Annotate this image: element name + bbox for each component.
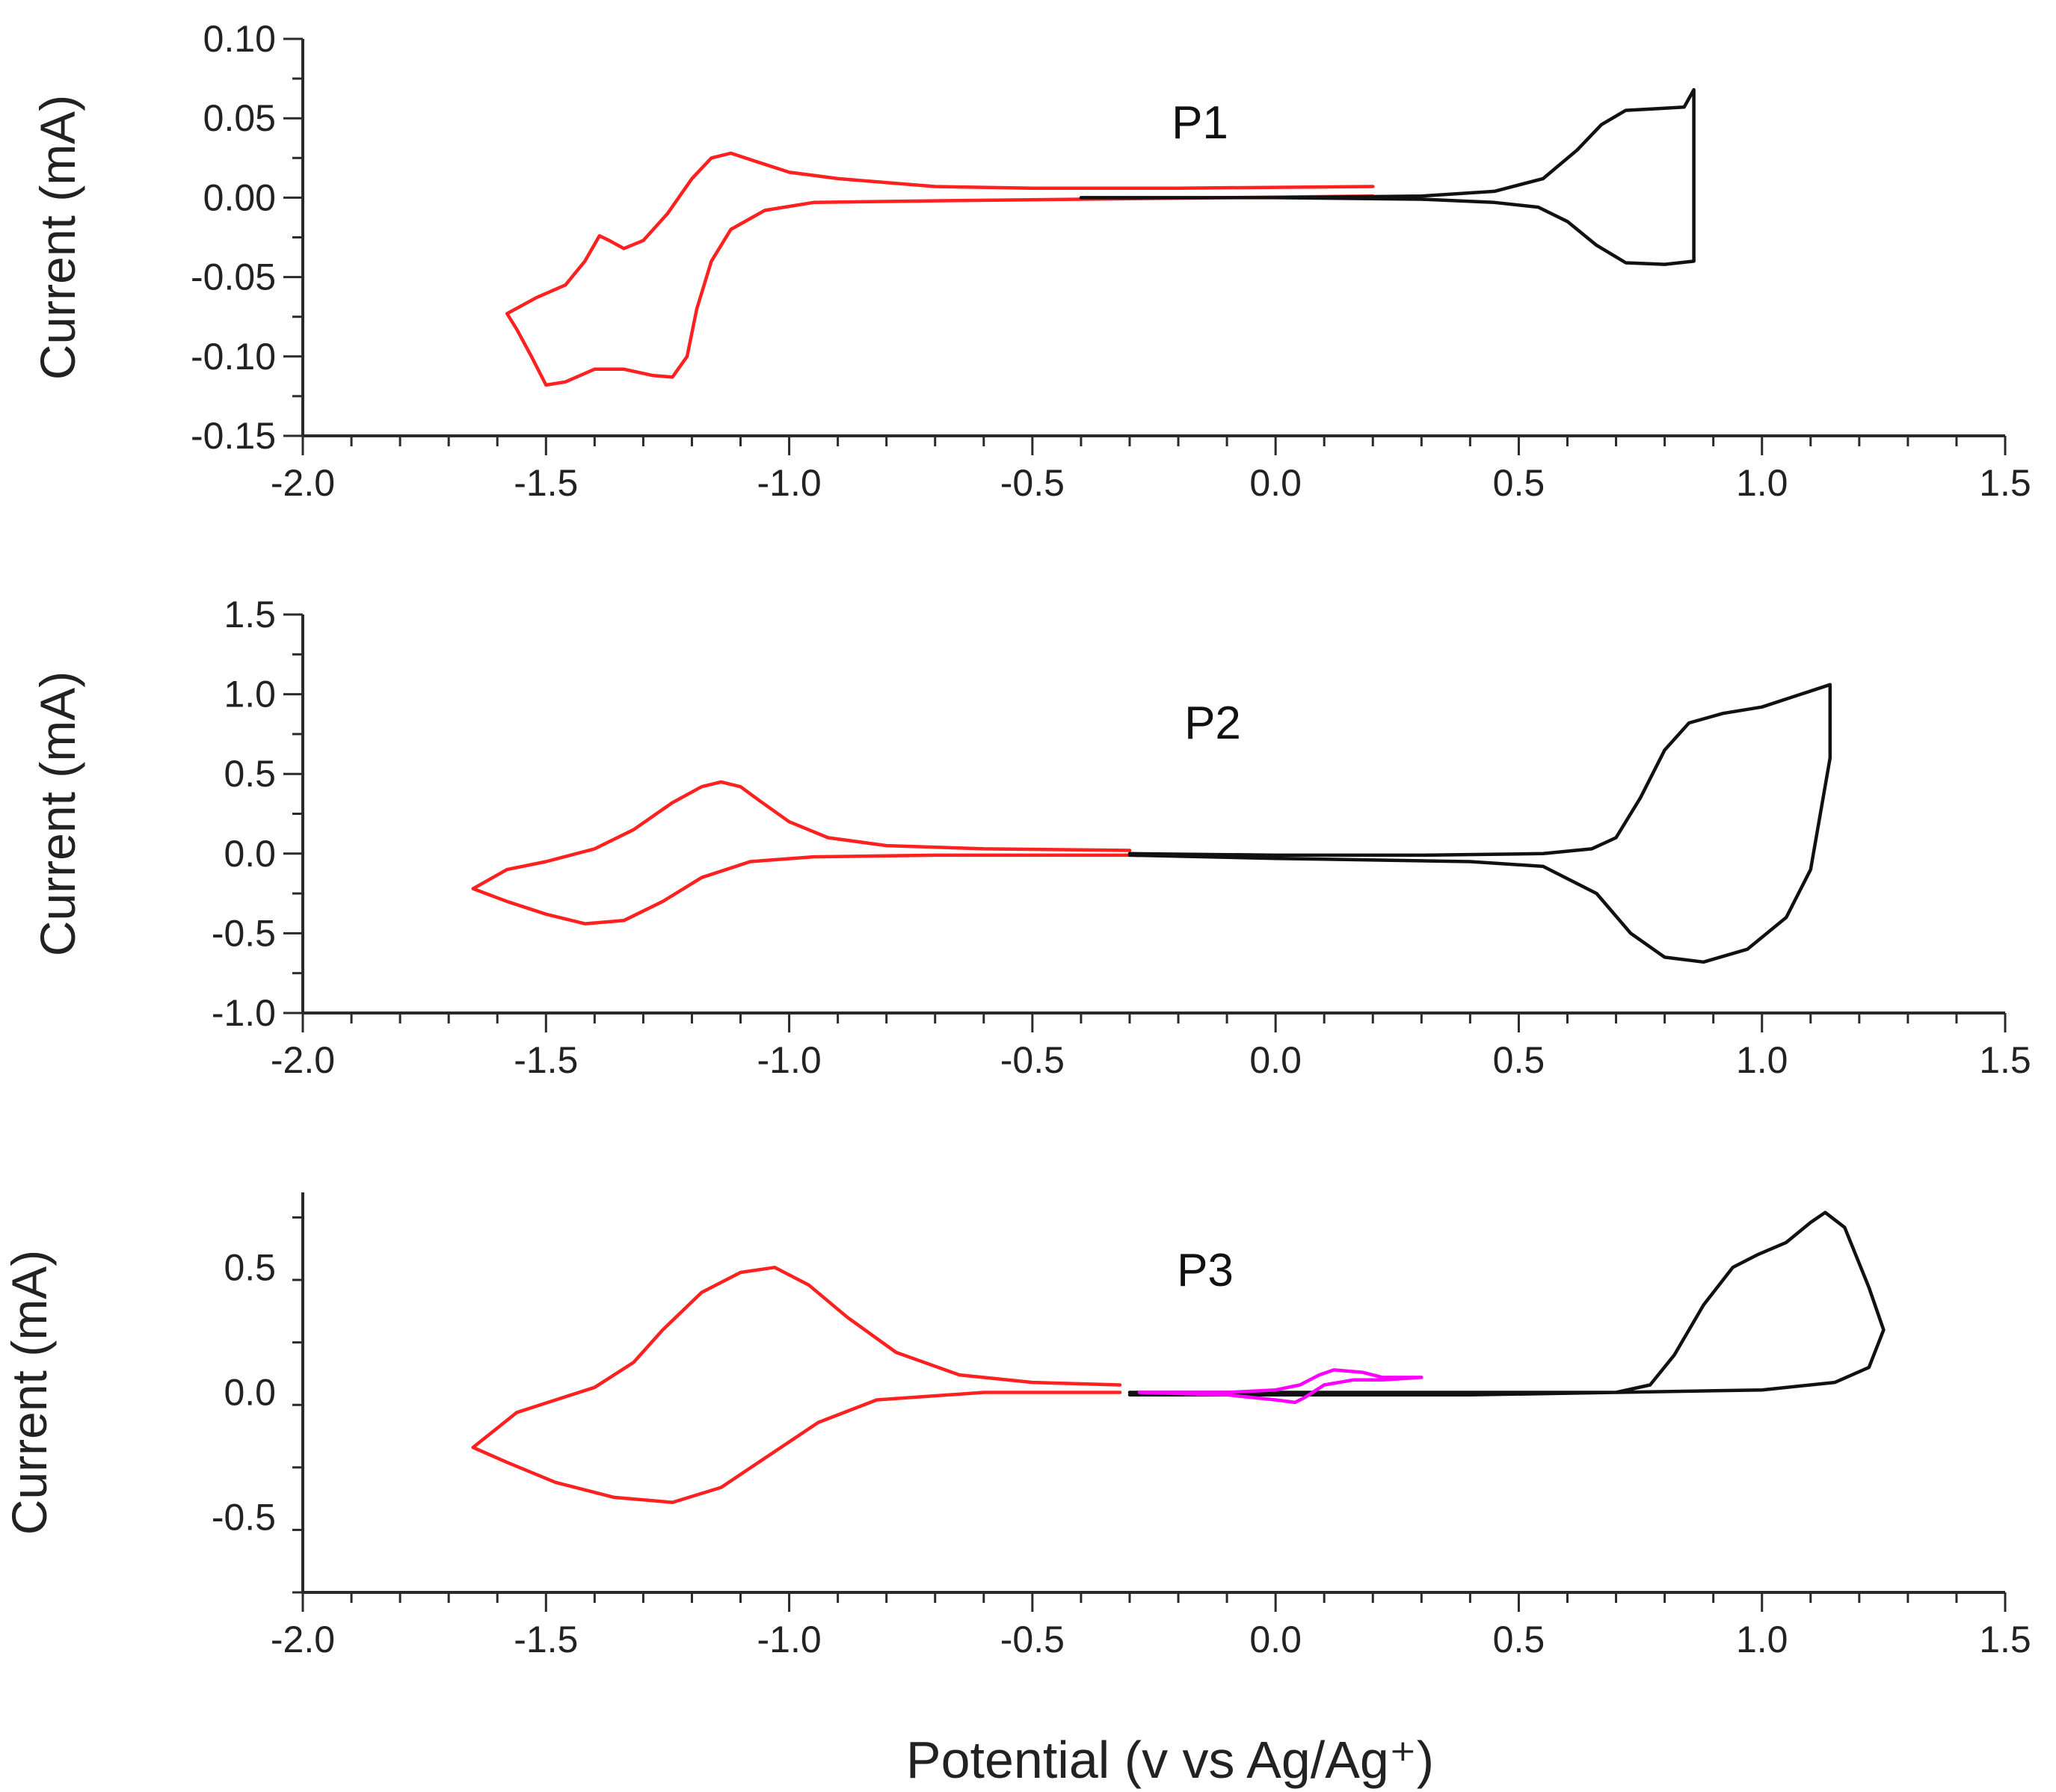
y-axis-title: Current (mA) xyxy=(30,95,85,380)
x-tick-label: -1.5 xyxy=(514,1619,578,1660)
panel-p2: -2.0 -1.5 -1.0 -0.5 0.0 0.5 1.0 1.5 -1.0 -0.5 0.0 0… xyxy=(30,594,2031,1081)
x-tick-label: -1.5 xyxy=(514,1039,578,1081)
x-tick-label: 1.0 xyxy=(1736,462,1788,504)
y-tick-label: -1.0 xyxy=(212,992,276,1034)
y-tick-label: -0.10 xyxy=(191,336,276,378)
x-tick-label: -1.5 xyxy=(514,462,578,504)
x-tick-label: 0.0 xyxy=(1249,1039,1302,1081)
series-oxidation-scan xyxy=(1127,683,1832,964)
series-oxidation-scan xyxy=(1079,87,1696,266)
y-tick-label: 0.5 xyxy=(224,1246,276,1288)
y-tick-label: 0.0 xyxy=(224,1372,276,1414)
y-tick-label: -0.5 xyxy=(212,912,276,954)
x-tick-label: 1.0 xyxy=(1736,1039,1788,1081)
x-tick-label: 1.5 xyxy=(1979,462,2031,504)
x-tick-label: 1.5 xyxy=(1979,1619,2031,1660)
series-oxidation-scan xyxy=(1127,1210,1886,1397)
y-axis-title: Current (mA) xyxy=(30,671,85,956)
x-tick-label: 0.5 xyxy=(1493,462,1545,504)
x-tick-label: -1.0 xyxy=(757,462,821,504)
y-tick-label: 0.05 xyxy=(203,97,276,139)
x-tick-label: -2.0 xyxy=(271,462,335,504)
x-tick-label: 0.0 xyxy=(1249,462,1302,504)
x-tick-label: -0.5 xyxy=(1000,1619,1065,1660)
y-tick-label: 0.00 xyxy=(203,176,276,218)
x-tick-label: 0.0 xyxy=(1249,1619,1302,1660)
y-tick-label: -0.5 xyxy=(212,1497,276,1539)
y-tick-label: 0.0 xyxy=(224,833,276,875)
y-tick-label: 1.0 xyxy=(224,674,276,715)
y-tick-label: 0.10 xyxy=(203,18,276,60)
x-tick-label: 1.5 xyxy=(1979,1039,2031,1081)
x-axis-title: Potential (v vs Ag/Ag⁺) xyxy=(906,1731,1434,1789)
x-tick-label: 1.0 xyxy=(1736,1619,1788,1660)
series-reduction-scan xyxy=(471,780,1132,926)
x-tick-label: -1.0 xyxy=(757,1619,821,1660)
x-tick-label: -1.0 xyxy=(757,1039,821,1081)
panel-p3: -2.0 -1.5 -1.0 -0.5 0.0 0.5 1.0 1.5 -0.5 0.0 0.5 Cu… xyxy=(1,1192,2031,1660)
x-tick-label: -2.0 xyxy=(271,1619,335,1660)
series-reduction-scan xyxy=(505,151,1375,387)
y-axis-title: Current (mA) xyxy=(1,1250,57,1535)
y-tick-label: -0.15 xyxy=(191,415,276,457)
y-tick-label: 0.5 xyxy=(224,753,276,795)
panel-label: P2 xyxy=(1184,698,1241,749)
y-tick-label: -0.05 xyxy=(191,256,276,298)
x-tick-label: -2.0 xyxy=(271,1039,335,1081)
x-tick-label: -0.5 xyxy=(1000,1039,1065,1081)
x-tick-label: -0.5 xyxy=(1000,462,1065,504)
series-reduction-scan xyxy=(471,1266,1122,1504)
y-tick-label: 1.5 xyxy=(224,594,276,635)
series-magenta-scan xyxy=(1137,1368,1423,1405)
panel-p1: -2.0 -1.5 -1.0 -0.5 0.0 0.5 1.0 1.5 -0.15 -0.10 -0… xyxy=(30,18,2031,504)
panel-label: P1 xyxy=(1172,97,1228,149)
x-tick-label: 0.5 xyxy=(1493,1039,1545,1081)
x-tick-label: 0.5 xyxy=(1493,1619,1545,1660)
panel-label: P3 xyxy=(1177,1245,1234,1296)
